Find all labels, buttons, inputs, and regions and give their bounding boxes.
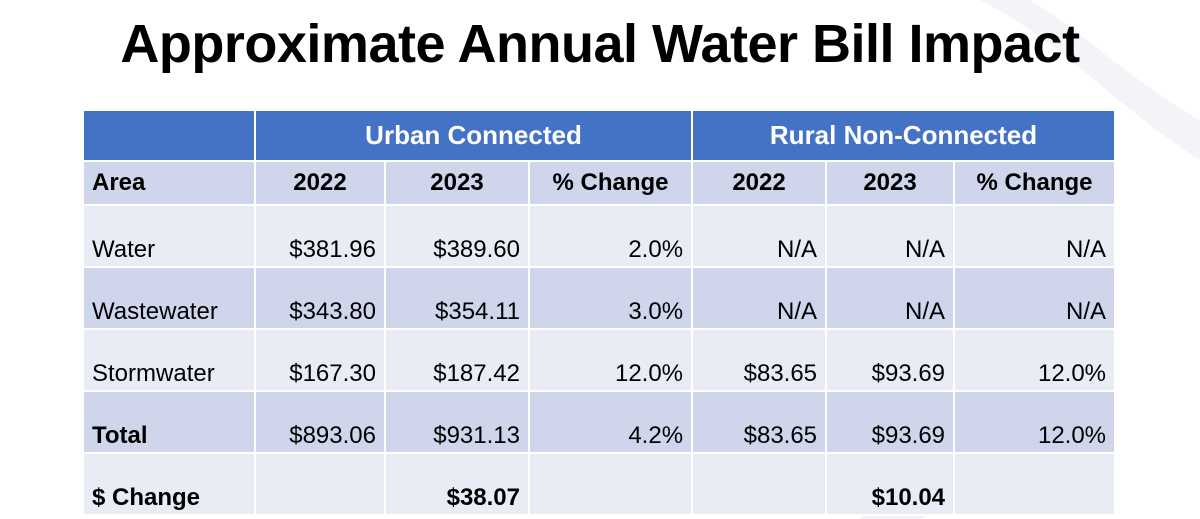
table-cell: N/A <box>691 204 828 268</box>
table-cell: $93.69 <box>825 390 956 454</box>
group-header-urban: Urban Connected <box>253 109 694 162</box>
table-cell <box>527 452 694 516</box>
table-cell: $381.96 <box>254 204 386 268</box>
column-header-row: Area 2022 2023 % Change 2022 2023 % Chan… <box>82 160 1117 206</box>
table-row-stormwater: Stormwater $167.30 $187.42 12.0% $83.65 … <box>82 328 1117 392</box>
table-cell: $83.65 <box>691 328 828 392</box>
column-header-urban-change: % Change <box>527 160 694 206</box>
table-cell: 12.0% <box>953 390 1117 454</box>
page-title: Approximate Annual Water Bill Impact <box>120 14 1080 74</box>
table-row-dollar-change: $ Change $38.07 $10.04 <box>82 452 1117 516</box>
table-cell: 4.2% <box>527 390 694 454</box>
column-header-urban-2023: 2023 <box>384 160 530 206</box>
column-header-rural-2022: 2022 <box>691 160 828 206</box>
table-cell: 12.0% <box>953 328 1117 392</box>
row-label: Stormwater <box>82 328 256 392</box>
table-row-total: Total $893.06 $931.13 4.2% $83.65 $93.69… <box>82 390 1117 454</box>
table-cell: N/A <box>953 204 1117 268</box>
group-header-empty <box>82 109 256 162</box>
table-row-wastewater: Wastewater $343.80 $354.11 3.0% N/A N/A … <box>82 266 1117 330</box>
table-cell: $389.60 <box>384 204 530 268</box>
column-header-rural-change: % Change <box>953 160 1117 206</box>
row-label: Total <box>82 390 256 454</box>
table-row-water: Water $381.96 $389.60 2.0% N/A N/A N/A <box>82 204 1117 268</box>
table-cell <box>953 452 1117 516</box>
table-cell: N/A <box>825 204 956 268</box>
table-cell: $343.80 <box>254 266 386 330</box>
column-header-rural-2023: 2023 <box>825 160 956 206</box>
table-cell: $83.65 <box>691 390 828 454</box>
table-cell: $893.06 <box>254 390 386 454</box>
table-cell: $931.13 <box>384 390 530 454</box>
table-cell: N/A <box>691 266 828 330</box>
column-header-urban-2022: 2022 <box>254 160 386 206</box>
group-header-row: Urban Connected Rural Non-Connected <box>82 109 1117 162</box>
column-header-area: Area <box>82 160 256 206</box>
table-cell: $167.30 <box>254 328 386 392</box>
row-label: Water <box>82 204 256 268</box>
table-cell: 12.0% <box>527 328 694 392</box>
urban-dollar-change: $38.07 <box>384 452 530 516</box>
table-cell: $354.11 <box>384 266 530 330</box>
table-cell: 2.0% <box>527 204 694 268</box>
row-label: $ Change <box>82 452 256 516</box>
table-cell: $187.42 <box>384 328 530 392</box>
row-label: Wastewater <box>82 266 256 330</box>
table-cell <box>254 452 386 516</box>
rural-dollar-change: $10.04 <box>825 452 956 516</box>
table-cell: N/A <box>825 266 956 330</box>
group-header-rural: Rural Non-Connected <box>691 109 1117 162</box>
table-cell: N/A <box>953 266 1117 330</box>
table-cell: 3.0% <box>527 266 694 330</box>
table-cell: $93.69 <box>825 328 956 392</box>
table-cell <box>691 452 828 516</box>
water-bill-table: Urban Connected Rural Non-Connected Area… <box>82 109 1117 516</box>
